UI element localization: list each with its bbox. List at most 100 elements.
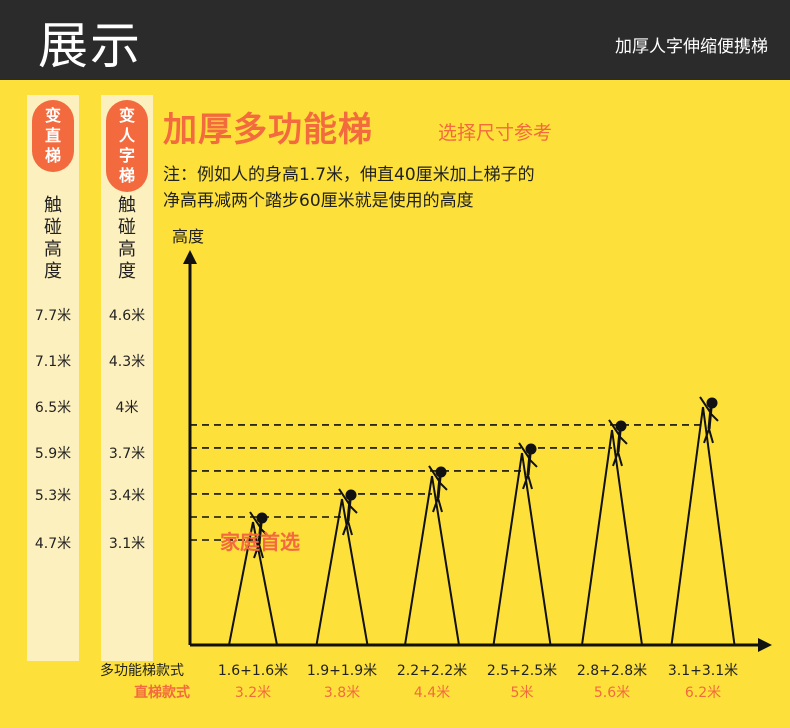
touch-height-value: 3.7米 (108, 446, 146, 462)
touch-height-value: 3.1米 (108, 536, 146, 552)
ladder-leg (702, 406, 736, 646)
person-head (525, 443, 537, 455)
chart-axes: 高度 (172, 227, 772, 652)
person-arm (249, 511, 261, 528)
product-name: 加厚人字伸缩便携梯 (615, 37, 768, 57)
y-axis-arrow (183, 250, 197, 264)
touch-height-label: 触 碰 高 度 (27, 195, 79, 283)
ladder (670, 396, 736, 646)
ladders (228, 396, 736, 646)
ladder-leg (341, 498, 369, 646)
badge-char: 梯 (118, 166, 135, 185)
person-head (615, 420, 627, 432)
touch-height-value: 5.9米 (34, 446, 72, 462)
ladder (492, 442, 552, 646)
badge-char: 变 (118, 106, 135, 125)
person-leg (612, 451, 619, 467)
person-icon (608, 419, 628, 467)
person-arm (518, 442, 530, 459)
section-title: 加厚多功能梯 (163, 110, 373, 150)
ladder-leg (581, 429, 613, 646)
ladder-leg (492, 452, 523, 646)
ladder (581, 419, 643, 646)
person-icon (428, 465, 448, 513)
a-frame-ladder-badge: 变 人 字 梯 (106, 100, 148, 192)
person-leg (703, 428, 710, 444)
model-label: 1.6+1.6米 (218, 663, 288, 679)
touch-height-value: 7.7米 (34, 308, 72, 324)
label-char: 高 (118, 239, 136, 260)
ladder-leg (315, 498, 343, 646)
person-leg (437, 497, 443, 513)
person-leg (708, 428, 714, 444)
person-arm (608, 419, 620, 436)
model-label: 3.1+3.1米 (668, 663, 738, 679)
badge-char: 字 (118, 146, 135, 165)
straight-length-label: 5.6米 (594, 685, 630, 701)
ladder-labels: 多功能梯款式 直梯款式 1.6+1.6米 3.2米 1.9+1.9米 3.8米 2.2+… (100, 662, 738, 701)
touch-height-value: 4.3米 (108, 354, 146, 370)
label-char: 碰 (118, 217, 136, 238)
ladder-leg (611, 429, 643, 646)
person-arm (528, 458, 538, 468)
label-char: 触 (118, 195, 136, 216)
person-arm (699, 396, 711, 413)
touch-height-value: 4.6米 (108, 308, 146, 324)
person-leg (342, 520, 349, 536)
ladder (315, 488, 369, 646)
model-label: 2.8+2.8米 (577, 663, 647, 679)
touch-height-value: 5.3米 (34, 488, 72, 504)
person-icon (518, 442, 538, 490)
touch-height-value: 4.7米 (34, 536, 72, 552)
person-head (345, 489, 357, 501)
person-leg (432, 497, 439, 513)
section-subtitle: 选择尺寸参考 (438, 122, 553, 144)
person-arm (348, 504, 358, 514)
person-arm (709, 412, 719, 422)
home-pick-annotation: 家庭首选 (220, 530, 300, 554)
straight-length-label: 5米 (511, 685, 534, 701)
person-arm (428, 465, 440, 482)
header-bar: 展示 加厚人字伸缩便携梯 (0, 0, 790, 80)
touch-height-value: 4米 (115, 400, 139, 416)
person-icon (249, 511, 269, 559)
label-char: 度 (44, 261, 62, 282)
label-char: 碰 (44, 217, 62, 238)
person-head (256, 512, 268, 524)
person-icon (699, 396, 719, 444)
person-leg (258, 543, 264, 559)
x-axis-arrow (758, 638, 772, 652)
straight-length-label: 4.4米 (414, 685, 450, 701)
straight-length-label: 3.8米 (324, 685, 360, 701)
person-head (706, 397, 718, 409)
height-guides (190, 424, 703, 541)
ladder-leg (670, 406, 704, 646)
person-icon (338, 488, 358, 536)
straight-ladder-badge: 变 直 梯 (32, 100, 74, 172)
ladder-leg (252, 521, 278, 646)
person-arm (338, 488, 350, 505)
touch-height-label: 触 碰 高 度 (101, 195, 153, 283)
straight-row-label: 直梯款式 (134, 684, 190, 701)
straight-length-label: 6.2米 (685, 685, 721, 701)
person-arm (618, 435, 628, 445)
person-arm (438, 481, 448, 491)
touch-height-value: 3.4米 (108, 488, 146, 504)
label-char: 高 (44, 239, 62, 260)
person-arm (259, 527, 269, 537)
ladder (228, 511, 278, 646)
person-leg (253, 543, 260, 559)
model-label: 2.5+2.5米 (487, 663, 557, 679)
model-row-label: 多功能梯款式 (100, 662, 184, 679)
person-leg (347, 520, 353, 536)
note-line: 净高再减两个踏步60厘米就是使用的高度 (163, 191, 474, 211)
page-title: 展示 (38, 17, 142, 75)
person-leg (522, 474, 529, 490)
model-label: 2.2+2.2米 (397, 663, 467, 679)
person-leg (617, 451, 623, 467)
ladder-leg (521, 452, 552, 646)
ladder-leg (228, 521, 254, 646)
touch-height-value: 7.1米 (34, 354, 72, 370)
ladder (404, 465, 460, 646)
